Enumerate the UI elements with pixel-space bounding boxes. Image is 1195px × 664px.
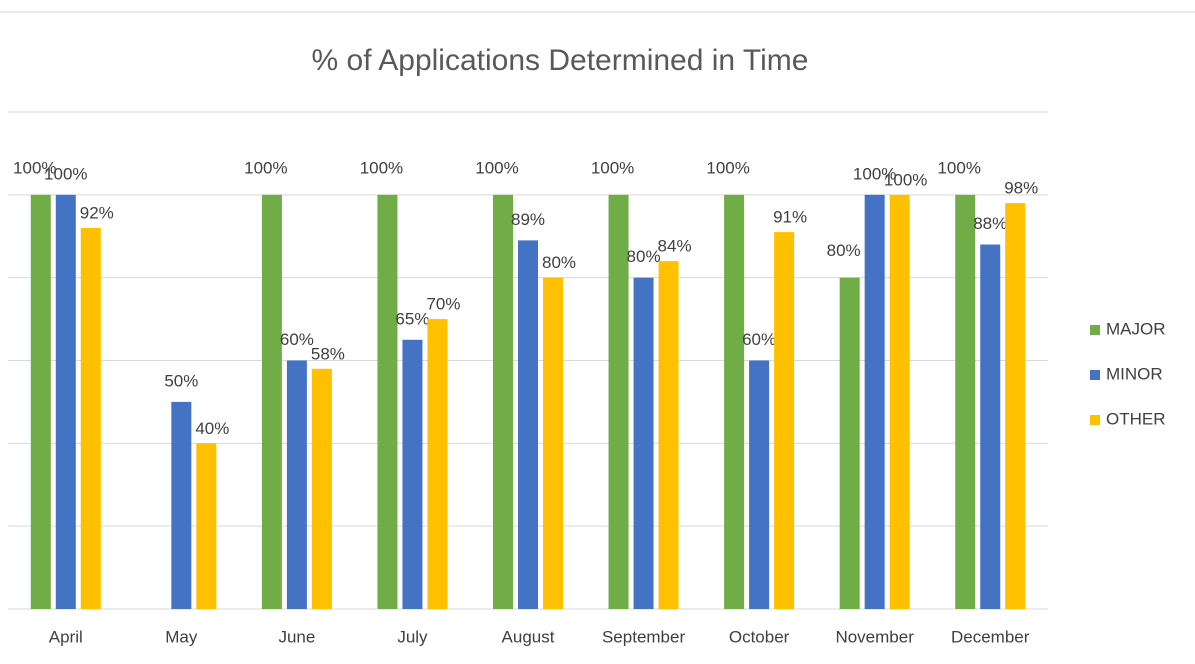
x-tick-label: August [502, 627, 555, 646]
bar [377, 194, 398, 610]
data-label: 98% [1004, 179, 1038, 198]
x-tick-label: September [602, 627, 685, 646]
x-tick-label: April [49, 627, 83, 646]
data-label: 100% [884, 170, 927, 189]
data-label: 100% [13, 158, 56, 177]
data-label: 89% [511, 210, 545, 229]
x-tick-label: December [951, 627, 1030, 646]
bar [80, 227, 101, 609]
bar [493, 194, 513, 610]
data-label: 60% [742, 330, 776, 349]
data-label: 88% [973, 214, 1007, 233]
data-label: 70% [426, 295, 460, 314]
bar [980, 244, 1001, 610]
bar [724, 194, 745, 610]
x-tick-label: May [165, 627, 198, 646]
bar [286, 360, 307, 609]
chart-title: % of Applications Determined in Time [312, 44, 809, 77]
bar [518, 240, 538, 609]
data-label: 65% [395, 309, 429, 328]
data-label: 50% [164, 371, 198, 390]
data-label: 100% [937, 158, 980, 177]
bar [261, 194, 282, 610]
x-tick-label: November [835, 627, 914, 646]
bar [55, 194, 76, 610]
data-label: 100% [591, 158, 634, 177]
bar [658, 261, 679, 609]
bar [402, 339, 423, 609]
data-label: 58% [311, 344, 345, 363]
bar [608, 194, 629, 610]
bar [311, 368, 332, 609]
data-label: 100% [360, 158, 403, 177]
legend-label: MINOR [1106, 364, 1163, 383]
bar [171, 401, 192, 609]
data-label: 60% [280, 330, 314, 349]
data-label: 80% [627, 247, 661, 266]
legend-swatch [1090, 325, 1100, 335]
data-label: 84% [658, 237, 692, 256]
data-label: 80% [542, 253, 576, 272]
bar [774, 232, 795, 609]
bar [1005, 203, 1026, 609]
bar [839, 277, 860, 609]
data-label: 100% [44, 164, 87, 183]
bar [427, 319, 448, 609]
x-tick-label: October [729, 627, 790, 646]
bar [889, 194, 910, 610]
legend-label: MAJOR [1106, 319, 1166, 338]
data-label: 92% [80, 203, 114, 222]
data-label: 91% [773, 208, 807, 227]
data-label: 100% [706, 158, 749, 177]
legend-swatch [1090, 415, 1100, 425]
x-tick-label: June [278, 627, 315, 646]
data-label: 100% [475, 158, 518, 177]
bar [955, 194, 976, 610]
bar [196, 443, 217, 609]
bar [864, 194, 885, 610]
bar [749, 360, 770, 609]
data-label: 80% [827, 241, 861, 260]
bar [30, 194, 51, 610]
bar [633, 277, 654, 609]
x-tick-label: July [397, 627, 428, 646]
legend-swatch [1090, 370, 1100, 380]
legend-label: OTHER [1106, 409, 1166, 428]
data-label: 40% [195, 419, 229, 438]
bar [543, 277, 563, 609]
data-label: 100% [853, 164, 896, 183]
data-label: 100% [244, 158, 287, 177]
